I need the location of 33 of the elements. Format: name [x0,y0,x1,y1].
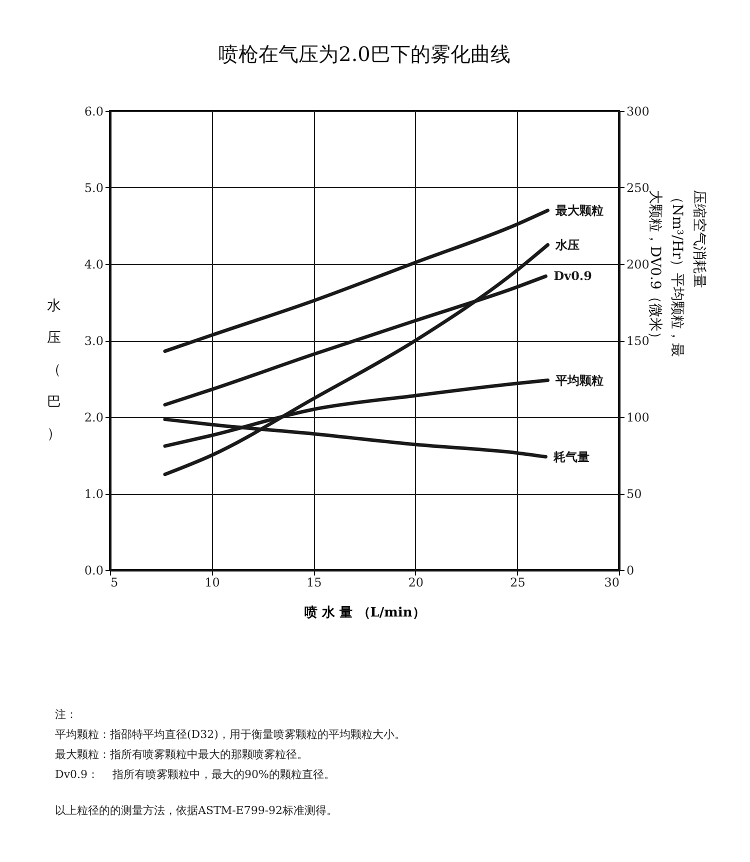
y-tick-label: 3.0 [84,334,104,348]
y2-tick-label: 0 [626,564,634,578]
text: 最大颗粒：指所有喷雾颗粒中最大的那颗喷雾粒径。 [55,747,309,763]
series-label: 平均颗粒 [554,373,604,388]
series-label: 水压 [554,238,580,252]
x-tick-label: 10 [204,576,220,590]
y-tick-label: 4.0 [84,258,104,272]
text: 平均颗粒：指邵特平均直径(D32)，用于衡量喷雾颗粒的平均颗粒大小。 [55,727,406,743]
series-label: Dv0.9 [554,269,592,284]
x-tick-label: 25 [510,576,526,590]
x-tick-label: 20 [408,576,424,590]
x-tick-label: 30 [604,576,620,590]
y2-tick-label: 100 [626,410,650,424]
y2-tick-label: 50 [626,487,642,501]
y2-tick-label: 150 [626,334,650,348]
x-tick-label: 15 [306,576,322,590]
y-axis-title: 水压（巴） [46,297,62,444]
y2-tick-label: 300 [626,104,650,118]
y-tick-label: 1.0 [84,487,104,501]
y-tick-label: 2.0 [84,410,104,424]
text: Dv0.9： 指所有喷雾颗粒中，最大的90%的颗粒直径。 [55,767,336,783]
chart-title: 喷枪在气压为2.0巴下的雾化曲线 [218,42,510,66]
series-label: 耗气量 [552,450,590,464]
y2-tick-label: 200 [626,258,650,272]
y-tick-label: 6.0 [84,104,104,118]
x-tick-label: 5 [110,576,118,590]
text: 注： [55,707,78,723]
y2-tick-label: 250 [626,181,650,195]
series-label: 最大颗粒 [554,203,604,218]
y-tick-label: 0.0 [84,564,104,578]
text: 以上粒径的的测量方法，依据ASTM-E799-92标准测得。 [55,803,339,819]
y-tick-label: 5.0 [84,181,104,195]
x-axis-title: 喷 水 量 （L/min） [304,606,426,620]
